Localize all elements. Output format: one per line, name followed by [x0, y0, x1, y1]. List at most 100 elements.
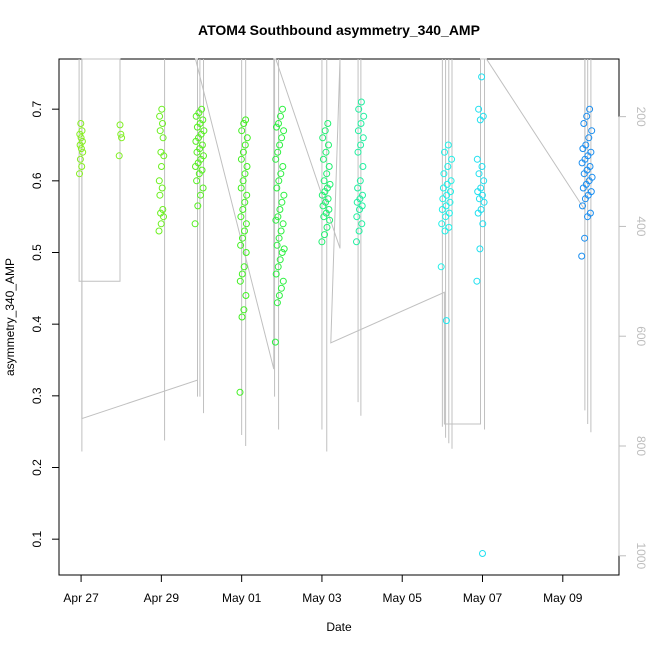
y-axis-label: asymmetry_340_AMP [3, 258, 17, 376]
x-tick-label: Apr 27 [63, 591, 99, 605]
data-point [157, 220, 165, 228]
data-point [445, 223, 453, 231]
data-point [475, 105, 483, 113]
data-point [275, 120, 282, 127]
data-points [76, 73, 596, 557]
data-point [76, 130, 84, 138]
right-y-tick-label: 400 [634, 216, 648, 236]
data-point [440, 170, 448, 178]
x-axis: Apr 27 Apr 29 May 01 May 03 May 05 May 07 May … [63, 574, 583, 605]
data-point [159, 206, 167, 213]
data-point [243, 134, 251, 142]
data-point [236, 388, 244, 396]
data-point [191, 220, 199, 228]
data-point [586, 105, 594, 113]
data-point [438, 206, 446, 213]
data-point [580, 120, 588, 127]
data-point [476, 245, 484, 253]
data-point [324, 195, 332, 203]
data-point [242, 292, 250, 299]
data-point [280, 127, 288, 135]
data-point [445, 209, 453, 217]
x-tick-label: May 09 [543, 591, 583, 605]
data-point [323, 223, 331, 231]
data-point [159, 134, 167, 142]
data-point [442, 213, 450, 221]
data-point [77, 134, 85, 142]
data-point [359, 163, 367, 170]
data-point [477, 184, 485, 192]
data-point [354, 127, 362, 135]
data-point [275, 292, 283, 299]
right-y-tick-label: 800 [634, 436, 648, 456]
x-tick-label: Apr 29 [144, 591, 180, 605]
data-point [359, 134, 367, 142]
data-point [276, 141, 284, 149]
data-point [354, 184, 362, 192]
right-y-tick-label: 600 [634, 326, 648, 346]
data-point [238, 270, 246, 278]
data-point [276, 206, 284, 213]
x-tick-label: May 07 [463, 591, 503, 605]
data-point [473, 277, 481, 285]
data-point [353, 238, 360, 246]
data-point [278, 249, 286, 256]
data-point [279, 220, 287, 228]
data-point [357, 98, 365, 106]
data-point [237, 155, 245, 163]
data-point [444, 141, 452, 149]
data-point [76, 155, 84, 163]
data-point [358, 202, 366, 210]
right-axis-series [78, 58, 592, 452]
data-point [272, 155, 280, 163]
data-point [242, 249, 250, 256]
data-point [274, 263, 282, 271]
x-tick-label: May 01 [222, 591, 262, 605]
data-point [478, 191, 486, 199]
data-point [277, 112, 284, 120]
data-point [447, 177, 455, 185]
data-point [280, 191, 288, 199]
data-point [155, 177, 163, 185]
data-point [277, 170, 285, 178]
data-point [280, 245, 288, 253]
data-point [360, 112, 368, 120]
data-point [480, 177, 488, 185]
data-point [277, 284, 285, 292]
data-point [477, 206, 485, 213]
data-point [198, 166, 206, 174]
data-point [479, 220, 487, 228]
data-point [320, 177, 328, 185]
data-point [198, 105, 206, 113]
data-point [479, 112, 487, 120]
data-point [242, 220, 250, 228]
data-point [273, 123, 280, 131]
data-point [271, 338, 279, 346]
data-point [586, 163, 594, 170]
data-point [473, 155, 481, 163]
data-point [446, 198, 454, 206]
data-point [279, 105, 286, 113]
data-point [237, 213, 245, 221]
data-point [275, 177, 283, 185]
data-point [322, 148, 330, 156]
data-point [158, 105, 166, 113]
data-point [579, 202, 586, 210]
data-point [442, 202, 450, 210]
data-point [439, 184, 447, 192]
data-point [76, 170, 83, 178]
data-point [273, 299, 281, 307]
data-point [157, 148, 165, 156]
data-point [583, 112, 591, 120]
data-point [442, 317, 450, 325]
data-point [115, 152, 123, 160]
data-point [324, 120, 332, 127]
chart-title: ATOM4 Southbound asymmetry_340_AMP [198, 22, 480, 38]
data-point [587, 148, 595, 156]
data-point [241, 170, 249, 178]
data-point [243, 191, 251, 199]
data-point [200, 127, 208, 135]
data-point [78, 127, 86, 135]
data-point [198, 141, 206, 149]
